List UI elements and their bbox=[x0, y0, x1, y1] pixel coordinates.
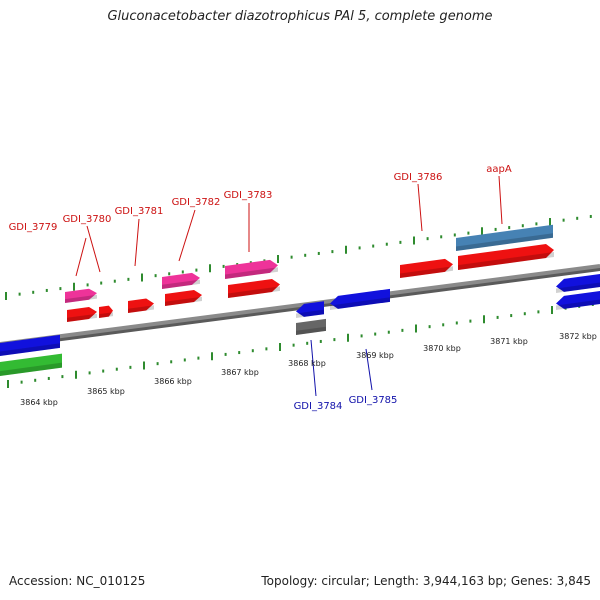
scale-label: 3869 kbp bbox=[356, 351, 394, 360]
genome-summary-text: Topology: circular; Length: 3,944,163 bp… bbox=[261, 574, 591, 588]
gene-3783-red-body bbox=[228, 279, 280, 298]
gene-label: GDI_3785 bbox=[349, 395, 398, 406]
gene-3780-red-shade bbox=[99, 312, 113, 318]
leader-line bbox=[178, 209, 196, 262]
gene-left-blue bbox=[0, 334, 60, 356]
gene-3782-pink-body bbox=[162, 272, 200, 289]
gene-3784-gray-shade bbox=[296, 326, 326, 335]
label-leaders bbox=[75, 175, 503, 397]
gene-left-green bbox=[0, 353, 62, 376]
gene-3779-pink bbox=[65, 288, 97, 303]
leader-line bbox=[417, 183, 423, 232]
gene-left-green-body bbox=[0, 353, 62, 376]
scale-label: 3866 kbp bbox=[154, 377, 192, 386]
gene-3779-red bbox=[67, 307, 97, 322]
gene-3780-red-body bbox=[99, 305, 113, 318]
gene-right-blue-1-body bbox=[556, 274, 600, 292]
gene-label: GDI_3781 bbox=[115, 206, 164, 217]
gene-aapa-steel-shade bbox=[456, 233, 553, 251]
gene-3781-red-body bbox=[128, 298, 154, 313]
gene-3783-red bbox=[228, 279, 280, 298]
gene-3783-red-shade bbox=[228, 286, 280, 298]
gene-features bbox=[0, 224, 600, 376]
gene-right-blue-2-shade bbox=[556, 299, 600, 310]
gene-3784-gray-body bbox=[296, 318, 326, 335]
accession-text: Accession: NC_010125 bbox=[9, 574, 146, 588]
gene-3782-pink-shade bbox=[162, 279, 200, 289]
gene-3784-blue-body bbox=[296, 301, 324, 317]
gene-label: GDI_3780 bbox=[63, 214, 112, 225]
gene-3782-red-shade bbox=[165, 296, 202, 306]
gene-3783-pink-shade bbox=[225, 267, 278, 279]
gene-3781-red bbox=[128, 298, 154, 313]
gene-label: aapA bbox=[486, 164, 512, 175]
gene-3780-red bbox=[99, 305, 113, 318]
leader-line bbox=[310, 339, 317, 397]
leader-line bbox=[134, 218, 140, 267]
gene-aapa-red-body bbox=[458, 244, 554, 270]
gene-3782-red-body bbox=[165, 290, 202, 306]
gene-3784-blue-shade bbox=[296, 309, 324, 318]
gene-label: GDI_3779 bbox=[9, 222, 58, 233]
genome-backbone bbox=[0, 264, 600, 349]
gene-right-blue-2 bbox=[556, 291, 600, 310]
gene-left-green-shade bbox=[0, 362, 62, 376]
backbone-line bbox=[0, 264, 600, 346]
gene-3782-pink bbox=[162, 272, 200, 289]
gene-right-blue-2-body bbox=[556, 291, 600, 309]
gene-3786-red-body bbox=[400, 258, 453, 278]
gene-right-blue-1 bbox=[556, 274, 600, 293]
gene-3783-pink-body bbox=[225, 259, 278, 279]
gene-aapa-steel bbox=[456, 224, 553, 251]
scale-label: 3865 kbp bbox=[87, 387, 125, 396]
lower-scale-ticks bbox=[7, 302, 594, 388]
gene-3779-pink-shade bbox=[65, 294, 97, 303]
gene-3785-blue-body bbox=[330, 288, 390, 309]
leader-line bbox=[86, 225, 101, 273]
gene-3779-pink-body bbox=[65, 288, 97, 303]
gene-aapa-red bbox=[458, 244, 554, 270]
gene-3785-blue bbox=[330, 288, 390, 310]
gene-aapa-steel-body bbox=[456, 224, 553, 251]
scale-labels: 3864 kbp 3865 kbp 3866 kbp 3867 kbp 3868 kbp… bbox=[20, 332, 597, 407]
scale-label: 3868 kbp bbox=[288, 359, 326, 368]
leader-line bbox=[365, 348, 373, 391]
gene-3786-red-shade bbox=[400, 266, 453, 278]
gene-3782-red bbox=[165, 290, 202, 306]
scale-label: 3870 kbp bbox=[423, 344, 461, 353]
gene-3784-gray bbox=[296, 318, 326, 335]
scale-label: 3871 kbp bbox=[490, 337, 528, 346]
gene-3784-blue bbox=[296, 301, 324, 318]
gene-3786-red bbox=[400, 258, 453, 278]
gene-label: GDI_3784 bbox=[294, 401, 343, 412]
upper-scale-ticks bbox=[5, 214, 592, 300]
gene-label: GDI_3786 bbox=[394, 172, 443, 183]
gene-3783-pink bbox=[225, 259, 278, 279]
gene-3779-red-shade bbox=[67, 313, 97, 322]
gene-aapa-red-shade bbox=[458, 252, 554, 270]
leader-line bbox=[498, 175, 503, 225]
scale-label: 3864 kbp bbox=[20, 398, 58, 407]
gene-3785-blue-shade bbox=[330, 297, 390, 310]
gene-label: GDI_3782 bbox=[172, 197, 221, 208]
gene-left-blue-body bbox=[0, 334, 60, 356]
leader-line bbox=[75, 237, 87, 277]
gene-left-blue-shade bbox=[0, 343, 60, 356]
map-title: Gluconacetobacter diazotrophicus PAl 5, … bbox=[107, 9, 493, 24]
scale-label: 3867 kbp bbox=[221, 368, 259, 377]
gene-right-blue-1-shade bbox=[556, 282, 600, 293]
gene-3779-red-body bbox=[67, 307, 97, 322]
scale-label: 3872 kbp bbox=[559, 332, 597, 341]
gene-label: GDI_3783 bbox=[224, 190, 273, 201]
gene-3781-red-shade bbox=[128, 305, 154, 313]
